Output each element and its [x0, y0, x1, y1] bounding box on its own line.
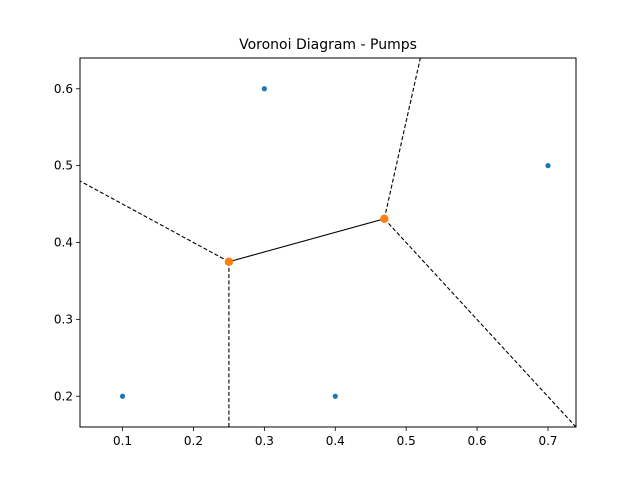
pump-point-3 [545, 163, 551, 169]
y-tick-label-2: 0.4 [54, 236, 73, 250]
voronoi-ridge-dashed-2 [383, 58, 421, 219]
x-tick-label-1: 0.2 [184, 434, 203, 448]
x-tick-label-6: 0.7 [538, 434, 557, 448]
plot-area [80, 58, 576, 427]
y-tick-label-3: 0.5 [54, 159, 73, 173]
x-tick-label-0: 0.1 [113, 434, 132, 448]
voronoi-vertex-1 [380, 214, 389, 224]
voronoi-ridge-solid-0 [228, 218, 385, 263]
pump-point-0 [119, 393, 126, 399]
x-tick-label-5: 0.6 [468, 434, 487, 448]
voronoi-ridge-dashed-0 [80, 180, 230, 263]
voronoi-ridge-dashed-3 [383, 218, 576, 427]
x-tick-label-2: 0.3 [255, 434, 274, 448]
y-tick-label-1: 0.3 [54, 312, 73, 326]
voronoi-vertex-0 [224, 257, 234, 266]
pump-point-2 [332, 393, 338, 399]
y-tick-label-0: 0.2 [54, 389, 73, 403]
y-axis: 0.2 0.3 0.4 0.5 0.6 [54, 82, 80, 403]
x-tick-label-3: 0.4 [326, 434, 345, 448]
y-tick-label-4: 0.6 [54, 82, 73, 96]
x-tick-label-4: 0.5 [397, 434, 416, 448]
x-axis: 0.1 0.2 0.3 0.4 0.5 0.6 0.7 [113, 427, 558, 448]
pump-point-1 [261, 86, 267, 92]
chart-title: Voronoi Diagram - Pumps [239, 37, 417, 53]
